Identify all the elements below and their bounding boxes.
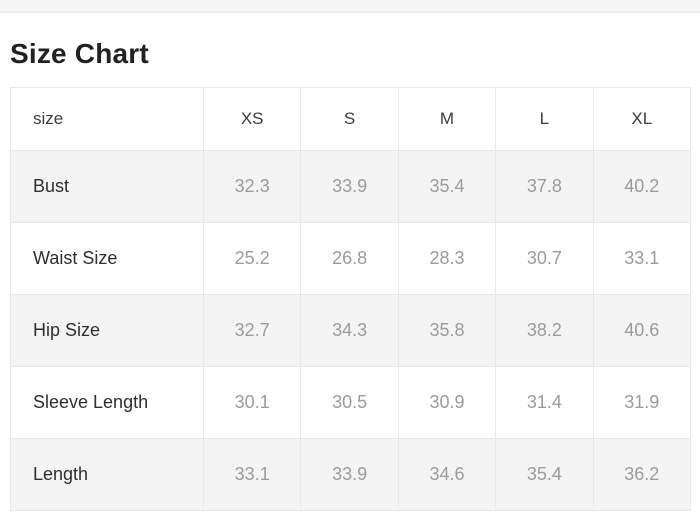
table-cell: 33.1 (592, 222, 692, 295)
table-cell: 33.1 (202, 438, 302, 511)
table-row-waist-size: Waist Size 25.2 26.8 28.3 30.7 33.1 (10, 222, 692, 295)
table-cell: 38.2 (495, 294, 594, 367)
header-row: size XS S M L XL (10, 87, 692, 151)
table-cell: 30.9 (397, 366, 497, 439)
table-cell: 36.2 (592, 438, 692, 511)
table-cell: 30.5 (300, 366, 399, 439)
table-cell: 33.9 (300, 150, 399, 223)
table-cell: 30.1 (202, 366, 302, 439)
row-label: Hip Size (10, 294, 204, 367)
table-cell: 25.2 (202, 222, 302, 295)
table-cell: 34.3 (300, 294, 399, 367)
row-label: Waist Size (10, 222, 204, 295)
table-cell: 33.9 (300, 438, 399, 511)
column-header-size: size (10, 87, 204, 151)
table-cell: 30.7 (495, 222, 594, 295)
table-cell: 35.4 (397, 150, 497, 223)
top-bar (0, 0, 700, 13)
column-header-l: L (495, 87, 594, 151)
column-header-xl: XL (592, 87, 692, 151)
table-cell: 37.8 (495, 150, 594, 223)
table-cell: 34.6 (397, 438, 497, 511)
table-cell: 40.6 (592, 294, 692, 367)
row-label: Sleeve Length (10, 366, 204, 439)
table-body: Bust 32.3 33.9 35.4 37.8 40.2 Waist Size… (10, 150, 692, 511)
column-header-xs: XS (202, 87, 302, 151)
table-cell: 32.3 (202, 150, 302, 223)
table-cell: 31.9 (592, 366, 692, 439)
table-cell: 40.2 (592, 150, 692, 223)
table-header: size XS S M L XL (10, 87, 692, 151)
row-label: Length (10, 438, 204, 511)
column-header-s: S (300, 87, 399, 151)
table-row-hip-size: Hip Size 32.7 34.3 35.8 38.2 40.6 (10, 294, 692, 367)
page-title: Size Chart (10, 38, 149, 69)
table-cell: 32.7 (202, 294, 302, 367)
table-cell: 35.4 (495, 438, 594, 511)
table-cell: 28.3 (397, 222, 497, 295)
table-row-sleeve-length: Sleeve Length 30.1 30.5 30.9 31.4 31.9 (10, 366, 692, 439)
table-cell: 31.4 (495, 366, 594, 439)
table-cell: 35.8 (397, 294, 497, 367)
size-chart-table: size XS S M L XL Bust 32.3 33.9 35.4 37.… (10, 87, 692, 511)
table-row-bust: Bust 32.3 33.9 35.4 37.8 40.2 (10, 150, 692, 223)
row-label: Bust (10, 150, 204, 223)
table-cell: 26.8 (300, 222, 399, 295)
column-header-m: M (397, 87, 497, 151)
table-row-length: Length 33.1 33.9 34.6 35.4 36.2 (10, 438, 692, 511)
